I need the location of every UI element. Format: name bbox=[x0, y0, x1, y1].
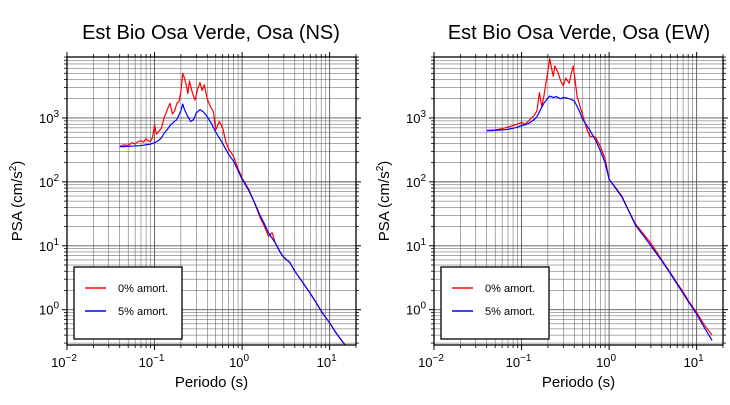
tick-label-base: 10 bbox=[51, 355, 65, 370]
chart-title: Est Bio Osa Verde, Osa (NS) bbox=[82, 22, 340, 44]
series-line-5pct bbox=[119, 103, 346, 345]
y-axis-label-text: PSA (cm/s bbox=[9, 171, 26, 241]
tick-label-exponent: 0 bbox=[420, 301, 426, 312]
tick-label-base: 10 bbox=[39, 239, 53, 254]
tick-label-base: 10 bbox=[229, 355, 243, 370]
y-tick-label: 102 bbox=[406, 173, 426, 190]
x-tick-label: 100 bbox=[596, 353, 616, 370]
tick-label-exponent: −1 bbox=[520, 353, 532, 364]
tick-label-base: 10 bbox=[139, 355, 153, 370]
x-tick-label: 100 bbox=[229, 353, 249, 370]
x-tick-label: 10−2 bbox=[51, 353, 77, 370]
tick-label-base: 10 bbox=[317, 355, 331, 370]
tick-label-exponent: −2 bbox=[66, 353, 78, 364]
legend-label: 5% amort. bbox=[118, 306, 168, 318]
tick-label-base: 10 bbox=[406, 175, 420, 190]
series-lines bbox=[486, 57, 713, 341]
chart-title: Est Bio Osa Verde, Osa (EW) bbox=[448, 22, 710, 44]
tick-label-base: 10 bbox=[596, 355, 610, 370]
tick-label-exponent: 2 bbox=[53, 173, 59, 184]
tick-label-base: 10 bbox=[506, 355, 520, 370]
tick-label-exponent: 0 bbox=[611, 353, 617, 364]
series-lines bbox=[119, 72, 346, 345]
y-tick-label: 100 bbox=[406, 301, 426, 318]
y-axis-label-superscript: 2 bbox=[8, 165, 19, 171]
tick-label-exponent: −1 bbox=[153, 353, 165, 364]
x-tick-label: 10−1 bbox=[139, 353, 165, 370]
legend: 0% amort. 5% amort. bbox=[73, 266, 183, 340]
tick-label-exponent: 1 bbox=[331, 353, 337, 364]
legend-box bbox=[73, 266, 183, 340]
series-line-5pct bbox=[486, 95, 713, 341]
tick-label-base: 10 bbox=[406, 111, 420, 126]
tick-label-exponent: 1 bbox=[420, 237, 426, 248]
tick-label-exponent: −2 bbox=[433, 353, 445, 364]
tick-label-base: 10 bbox=[39, 111, 53, 126]
chart-panel-ns: Est Bio Osa Verde, Osa (NS) 10−2 10−1 100 1… bbox=[8, 22, 361, 391]
plot-frame bbox=[66, 56, 357, 346]
series-line-0pct bbox=[486, 57, 713, 336]
tick-label-base: 10 bbox=[39, 175, 53, 190]
y-axis-label: PSA (cm/s2) bbox=[8, 161, 26, 242]
x-axis-label: Periodo (s) bbox=[542, 374, 615, 391]
tick-label-base: 10 bbox=[406, 239, 420, 254]
x-tick-label: 101 bbox=[684, 353, 704, 370]
tick-label-exponent: 0 bbox=[244, 353, 250, 364]
tick-label-exponent: 0 bbox=[53, 301, 59, 312]
tick-label-base: 10 bbox=[406, 303, 420, 318]
x-tick-label: 10−2 bbox=[418, 353, 444, 370]
y-axis-label-superscript: 2 bbox=[375, 165, 386, 171]
y-tick-label: 102 bbox=[39, 173, 59, 190]
x-axis-label: Periodo (s) bbox=[175, 374, 248, 391]
tick-label-exponent: 3 bbox=[53, 109, 59, 120]
y-tick-label: 101 bbox=[406, 237, 426, 254]
x-tick-label: 10−1 bbox=[506, 353, 532, 370]
legend-label: 0% amort. bbox=[485, 283, 535, 295]
plot-frame bbox=[433, 56, 724, 346]
legend-label: 0% amort. bbox=[118, 283, 168, 295]
y-tick-label: 101 bbox=[39, 237, 59, 254]
legend-label: 5% amort. bbox=[485, 306, 535, 318]
legend: 0% amort. 5% amort. bbox=[440, 266, 550, 340]
y-axis-label: PSA (cm/s2) bbox=[375, 161, 393, 242]
tick-label-base: 10 bbox=[39, 303, 53, 318]
tick-label-exponent: 2 bbox=[420, 173, 426, 184]
y-axis-label-end: ) bbox=[376, 161, 393, 166]
tick-label-exponent: 1 bbox=[53, 237, 59, 248]
legend-box bbox=[440, 266, 550, 340]
tick-label-base: 10 bbox=[418, 355, 432, 370]
y-axis-label-end: ) bbox=[9, 161, 26, 166]
y-tick-label: 103 bbox=[406, 109, 426, 126]
tick-label-exponent: 1 bbox=[698, 353, 704, 364]
y-axis-label-text: PSA (cm/s bbox=[376, 171, 393, 241]
x-tick-label: 101 bbox=[317, 353, 337, 370]
y-tick-label: 100 bbox=[39, 301, 59, 318]
tick-label-base: 10 bbox=[684, 355, 698, 370]
y-tick-label: 103 bbox=[39, 109, 59, 126]
chart-panel-ew: Est Bio Osa Verde, Osa (EW) 10−2 10−1 100 1… bbox=[375, 22, 728, 391]
tick-label-exponent: 3 bbox=[420, 109, 426, 120]
